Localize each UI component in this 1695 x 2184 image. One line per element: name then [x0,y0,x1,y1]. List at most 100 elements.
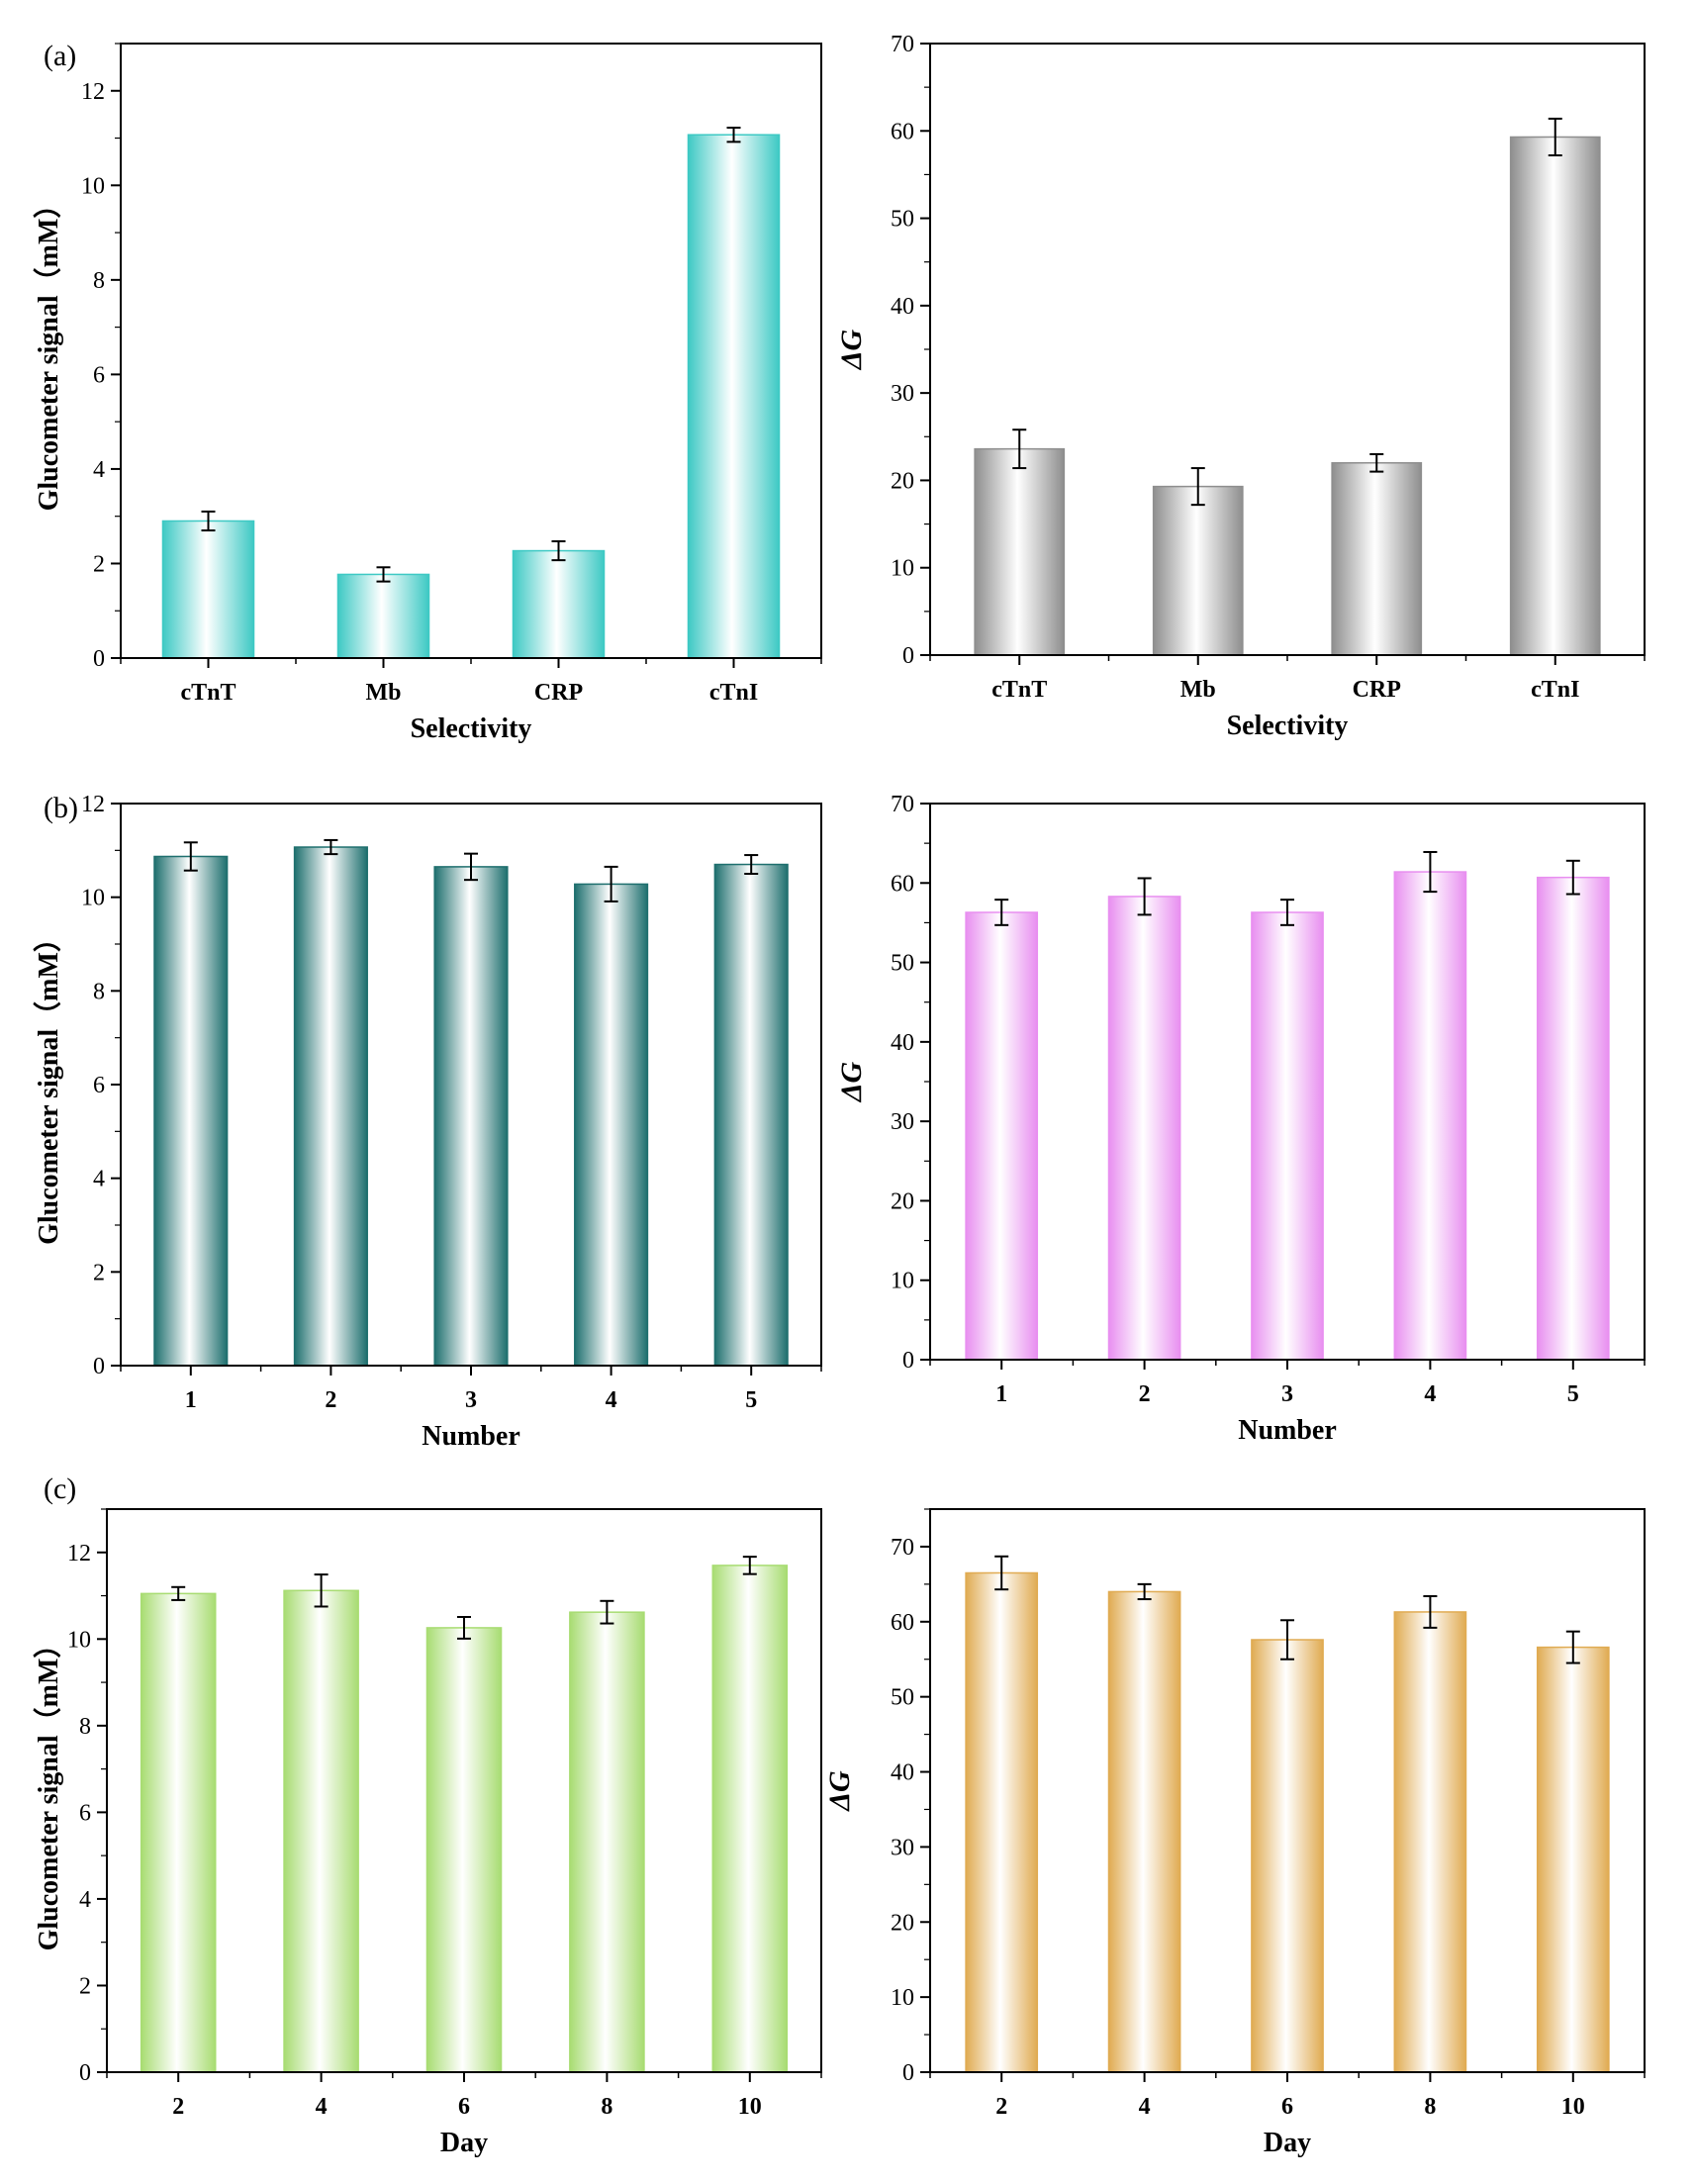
error-bar-8 [600,1599,614,1625]
x-tick-label: cTnT [180,680,235,706]
error-bar-8 [1423,1595,1438,1629]
y-tick-label: 12 [67,1541,91,1567]
error-bar-2 [324,838,338,856]
y-axis-title: Glucometer signal（mM） [32,1631,64,1951]
bar-2 [293,846,368,1367]
y-tick-label: 6 [93,1073,105,1098]
y-tick-label: 20 [891,1188,914,1214]
y-tick-label: 0 [902,1348,914,1374]
x-tick-label: cTnI [1531,677,1579,703]
error-bar-Mb [1190,467,1205,507]
x-axis-title: Selectivity [1227,711,1349,741]
x-tick-label: 4 [316,2094,328,2120]
error-bar-4 [604,865,618,902]
bar-4 [574,883,649,1367]
y-tick-label: 12 [81,79,105,105]
error-bar-6 [1280,1619,1294,1661]
error-bar-10 [742,1556,757,1575]
x-tick-label: 10 [1561,2094,1585,2120]
y-tick-label: 10 [81,886,105,911]
error-bar-1 [994,899,1009,926]
x-tick-label: Mb [1180,677,1216,703]
y-tick-label: 40 [891,294,914,320]
y-tick-label: 30 [891,1835,914,1860]
bar-1 [965,911,1039,1361]
y-tick-label: 20 [891,468,914,494]
y-tick-label: 30 [891,1109,914,1135]
y-tick-label: 70 [891,1535,914,1561]
x-tick-label: 1 [995,1381,1007,1407]
x-tick-label: Mb [366,680,402,706]
y-tick-label: 2 [79,1973,91,1999]
y-tick-label: 2 [93,1260,105,1285]
error-bar-CRP [551,540,566,562]
bar-10 [1536,1646,1610,2073]
bar-cTnT [974,447,1066,656]
bar-8 [1393,1611,1467,2073]
y-tick-label: 50 [891,1685,914,1711]
bar-2 [1107,896,1181,1361]
y-tick-label: 12 [81,792,105,817]
plot-frame [929,1508,1646,2073]
y-tick-label: 6 [93,362,105,388]
x-tick-label: cTnI [709,680,758,706]
y-axis-title: ΔG [823,1770,856,1812]
bar-3 [433,866,509,1367]
y-tick-label: 70 [891,32,914,57]
error-bar-4 [1137,1582,1152,1601]
x-tick-label: CRP [1353,677,1401,703]
error-bar-CRP [1369,452,1384,473]
y-tick-label: 50 [891,207,914,233]
y-tick-label: 40 [891,1030,914,1056]
y-tick-label: 0 [93,1354,105,1379]
panel-label-c: (c) [44,1472,77,1505]
y-tick-label: 0 [902,643,914,669]
bar-10 [711,1565,789,2073]
x-tick-label: 8 [601,2094,612,2120]
y-tick-label: 8 [93,268,105,294]
x-tick-label: 5 [1567,1381,1579,1407]
y-axis-title: Glucometer signal（mM） [32,924,64,1245]
error-bar-6 [457,1615,471,1640]
error-bar-2 [1137,877,1152,916]
y-tick-label: 4 [93,1167,105,1192]
plot-frame [120,803,822,1367]
y-tick-label: 40 [891,1760,914,1786]
y-tick-label: 6 [79,1800,91,1826]
error-bar-10 [1565,1630,1580,1664]
plot-frame [106,1508,822,2073]
panel-label-b: (b) [44,792,78,824]
y-axis-title: Glucometer signal（mM） [32,191,64,512]
error-bar-2 [171,1585,186,1601]
bar-CRP [1331,462,1423,656]
error-bar-cTnT [1012,428,1027,470]
y-tick-label: 10 [891,1269,914,1294]
x-axis-title: Number [422,1421,520,1452]
x-tick-label: 8 [1424,2094,1436,2120]
bar-2 [140,1592,217,2073]
x-tick-label: 2 [172,2094,184,2120]
plot-frame [929,43,1646,656]
bar-2 [965,1571,1039,2073]
x-tick-label: 6 [1281,2094,1293,2120]
y-tick-label: 10 [67,1627,91,1653]
panel-label-a: (a) [44,40,77,72]
x-tick-label: CRP [534,680,583,706]
error-bar-4 [314,1573,329,1608]
x-axis-title: Selectivity [411,713,532,744]
x-tick-label: 2 [1139,1381,1151,1407]
chart-c-left: 2 4 6 8 10 0 2 4 6 8 10 12 Day Glucometer signal（mM） [32,1508,822,2158]
bar-1 [153,855,229,1367]
x-tick-label: 4 [606,1387,617,1413]
y-tick-label: 10 [891,556,914,582]
y-tick-label: 0 [79,2060,91,2086]
bar-Mb [336,573,430,659]
plot-frame [120,43,822,659]
x-tick-label: 2 [325,1387,336,1413]
error-bar-cTnT [201,510,216,532]
bar-4 [283,1589,359,2073]
y-tick-label: 60 [891,1610,914,1636]
y-axis-title: ΔG [835,1061,868,1102]
